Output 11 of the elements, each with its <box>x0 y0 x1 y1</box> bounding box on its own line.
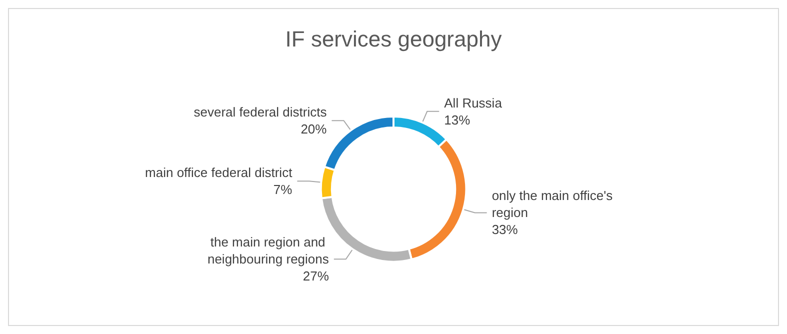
data-label: 27% <box>302 268 330 284</box>
slice-label: several federal districts <box>194 104 328 120</box>
chart-title: IF services geography <box>285 26 502 52</box>
data-label: 33% <box>492 222 518 238</box>
data-label: 13% <box>444 112 471 128</box>
slice-label: All Russia <box>444 95 503 110</box>
slice-label: main office federal district <box>145 165 293 180</box>
data-label: 7% <box>273 182 293 198</box>
data-label: 20% <box>300 122 328 137</box>
slice-label: the main region and neighbouring regions <box>207 234 330 267</box>
slice-label: only the main office's region <box>492 188 616 220</box>
